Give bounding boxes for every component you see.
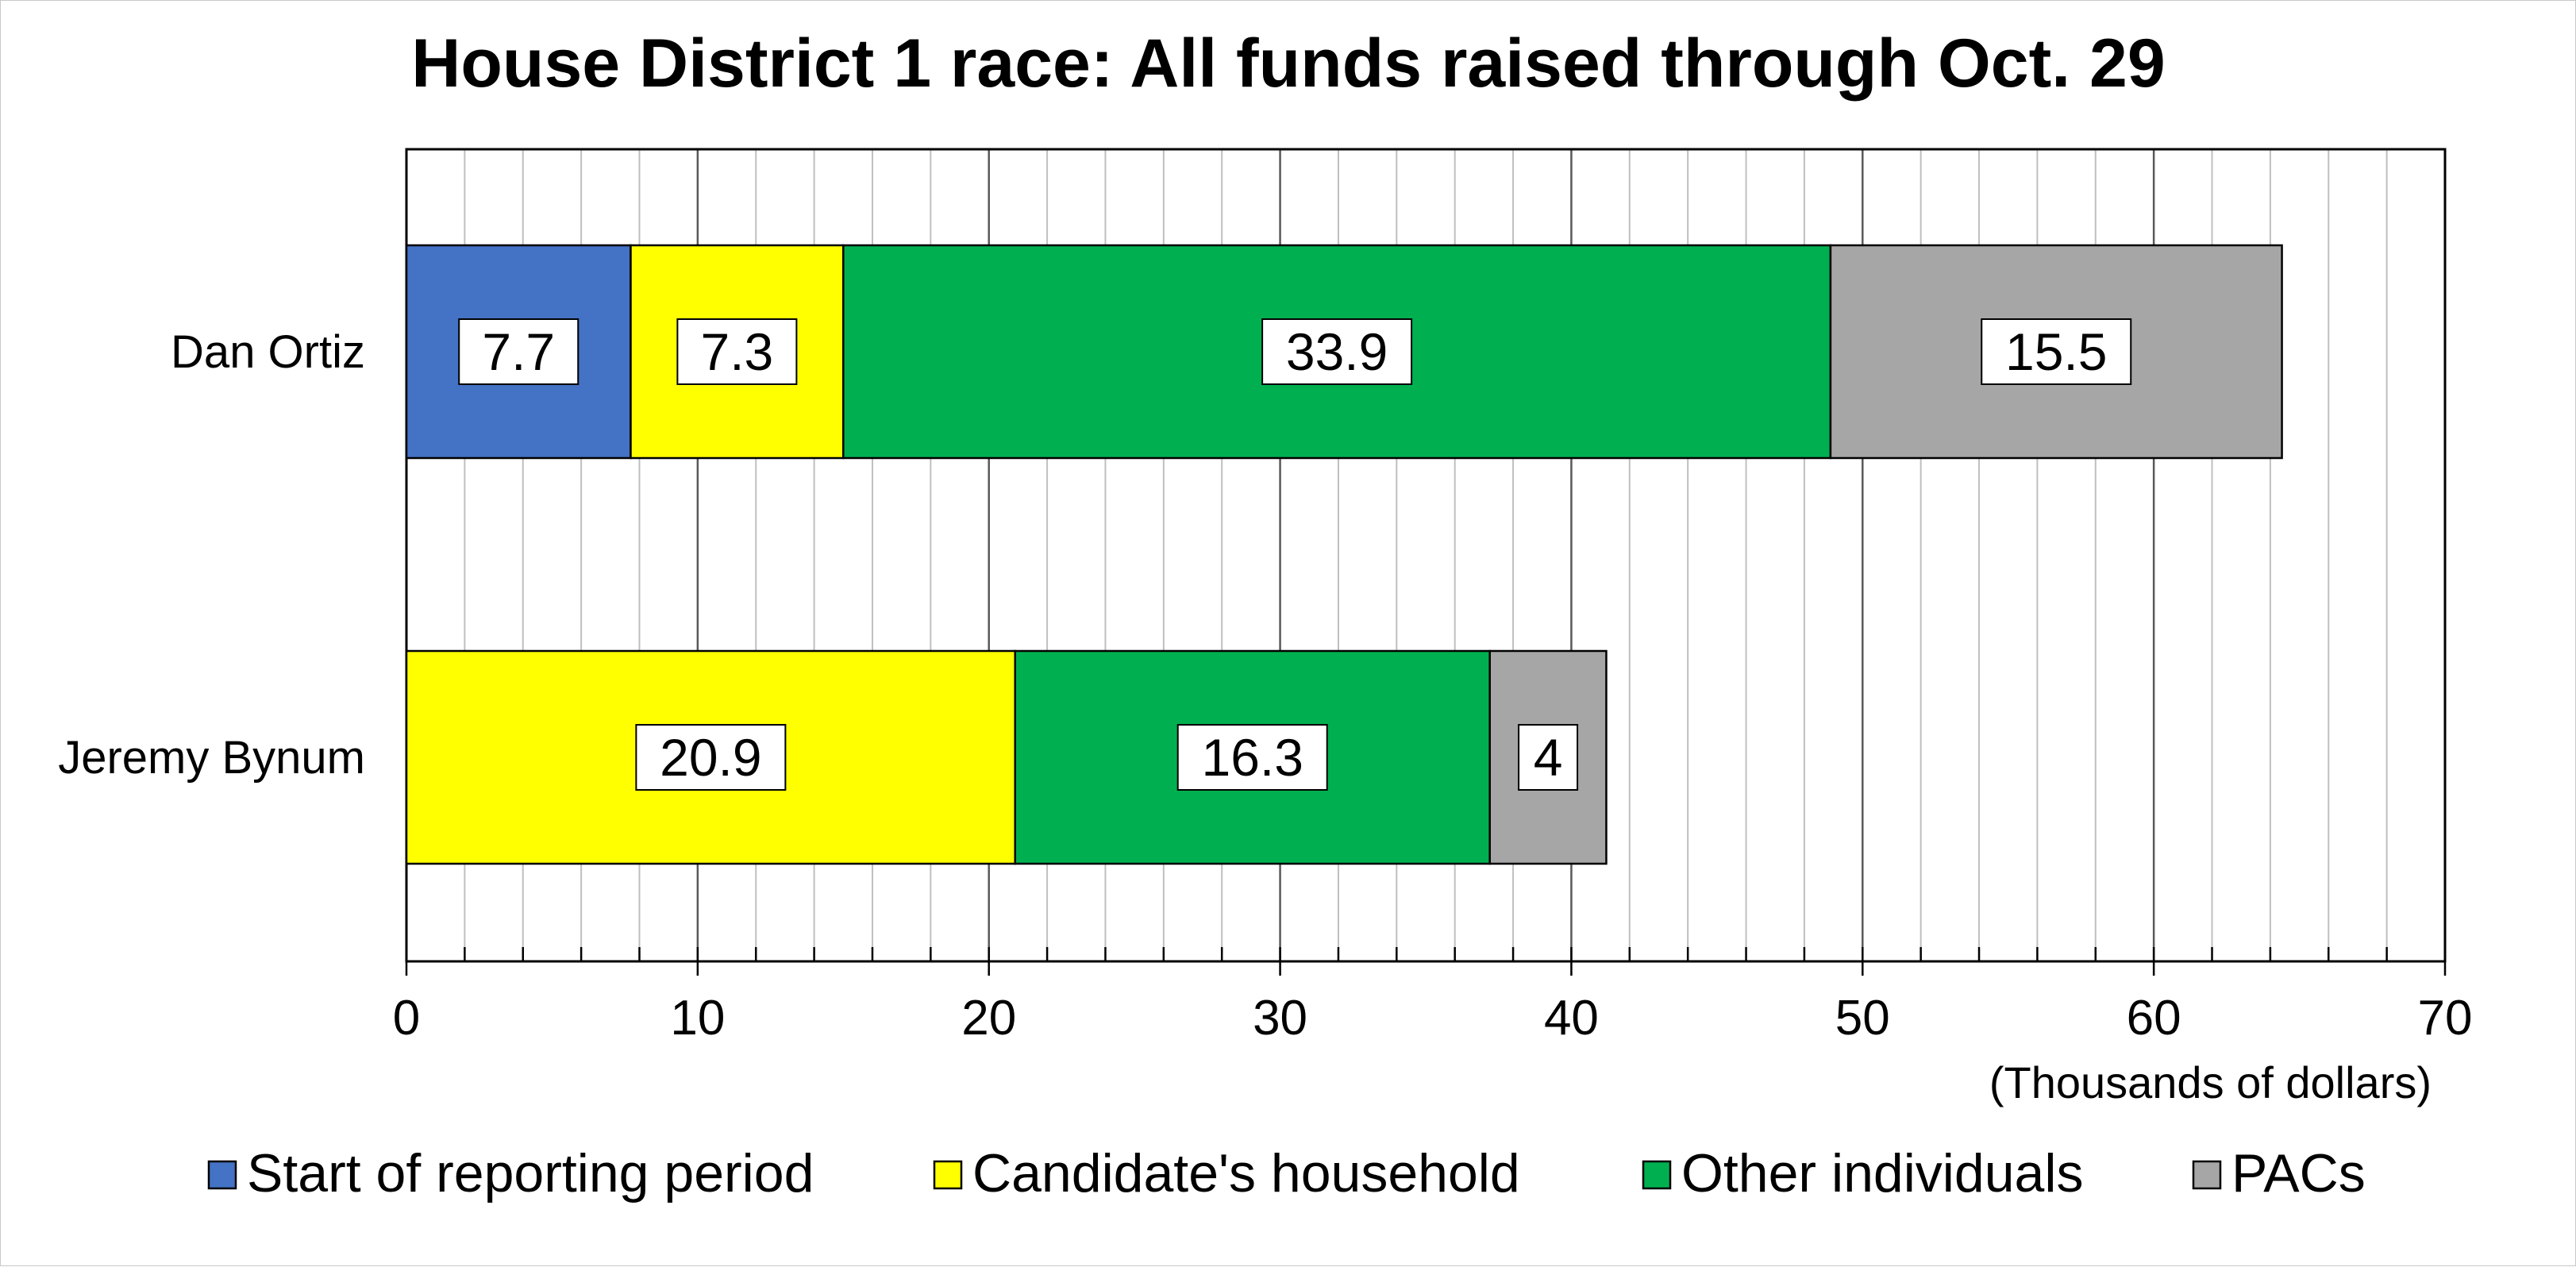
data-label: 7.3 [701,322,774,381]
legend-swatch [933,1160,963,1190]
data-label-box [1176,724,1328,791]
x-tick-label: 60 [2127,991,2181,1046]
x-axis-unit-label: (Thousands of dollars) [1989,1057,2432,1107]
data-label: 20.9 [660,728,761,787]
data-label-box [676,318,798,385]
data-label-box [635,724,787,791]
x-tick-label: 0 [393,991,420,1046]
legend-swatch [2192,1160,2222,1190]
x-tick-label: 50 [1835,991,1890,1046]
data-label: 15.5 [2005,322,2107,381]
data-label-box [1518,724,1579,791]
x-tick-label: 70 [2418,991,2473,1046]
data-label: 16.3 [1201,728,1303,787]
plot-area: 0 10 20 30 40 50 60 70 Dan Ortiz Jeremy Bynum 7.7 7… [58,148,2473,1046]
legend-label: Other individuals [1681,1143,2083,1203]
x-tick-label: 20 [961,991,1016,1046]
x-tick-label: 40 [1544,991,1599,1046]
data-label: 33.9 [1286,322,1388,381]
data-label-box [1261,318,1413,385]
data-label-box [458,318,580,385]
category-label: Jeremy Bynum [58,732,365,784]
legend-swatch [207,1160,237,1190]
legend-label: PACs [2231,1143,2366,1203]
x-tick-label: 30 [1253,991,1307,1046]
plot-border [405,148,2447,963]
legend: Start of reporting period Candidate's hou… [207,1143,2366,1203]
legend-label: Candidate's household [972,1143,1520,1203]
legend-label: Start of reporting period [247,1143,814,1203]
data-label-box [1981,318,2132,385]
legend-swatch [1642,1160,1672,1190]
data-label: 4 [1534,728,1563,787]
x-tick-label: 10 [670,991,725,1046]
chart-title: House District 1 race: All funds raised … [411,25,2165,102]
data-label: 7.7 [482,322,555,381]
category-label: Dan Ortiz [171,326,365,378]
